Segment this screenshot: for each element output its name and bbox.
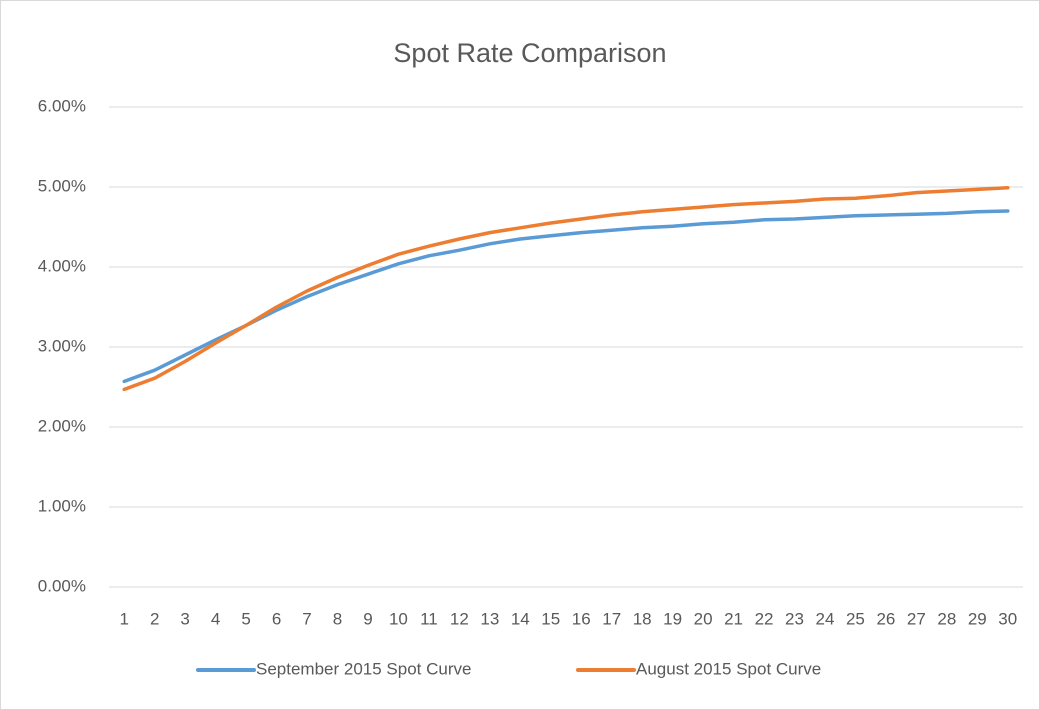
x-tick-label: 5 <box>241 609 250 628</box>
series-line <box>122 209 1010 384</box>
x-tick-label: 2 <box>150 609 159 628</box>
x-tick-label: 27 <box>907 609 926 628</box>
x-tick-label: 3 <box>180 609 189 628</box>
x-tick-label: 15 <box>541 609 560 628</box>
x-tick-label: 8 <box>333 609 342 628</box>
y-tick-label: 5.00% <box>38 176 86 195</box>
series-line <box>122 186 1010 392</box>
x-tick-label: 26 <box>876 609 895 628</box>
x-tick-label: 1 <box>119 609 128 628</box>
x-tick-label: 29 <box>968 609 987 628</box>
y-tick-label: 6.00% <box>38 96 86 115</box>
x-tick-label: 11 <box>420 609 438 628</box>
x-tick-label: 9 <box>363 609 372 628</box>
x-tick-label: 19 <box>663 609 682 628</box>
x-tick-label: 7 <box>302 609 311 628</box>
x-tick-label: 10 <box>389 609 408 628</box>
legend-label: August 2015 Spot Curve <box>636 659 821 678</box>
x-tick-label: 18 <box>633 609 652 628</box>
x-tick-label: 12 <box>450 609 469 628</box>
y-tick-label: 1.00% <box>38 496 86 515</box>
legend-label: September 2015 Spot Curve <box>256 659 471 678</box>
x-tick-label: 20 <box>694 609 713 628</box>
chart-title: Spot Rate Comparison <box>393 38 666 68</box>
x-tick-label: 25 <box>846 609 865 628</box>
y-tick-label: 2.00% <box>38 416 86 435</box>
y-tick-label: 3.00% <box>38 336 86 355</box>
x-tick-label: 22 <box>755 609 774 628</box>
x-tick-label: 6 <box>272 609 281 628</box>
y-tick-label: 0.00% <box>38 576 86 595</box>
x-tick-label: 24 <box>816 609 835 628</box>
x-tick-label: 14 <box>511 609 530 628</box>
x-tick-label: 13 <box>480 609 499 628</box>
y-tick-label: 4.00% <box>38 256 86 275</box>
x-tick-label: 30 <box>998 609 1017 628</box>
x-tick-label: 17 <box>602 609 621 628</box>
x-tick-label: 23 <box>785 609 804 628</box>
x-tick-label: 21 <box>724 609 743 628</box>
x-tick-label: 28 <box>937 609 956 628</box>
x-tick-label: 16 <box>572 609 591 628</box>
x-tick-label: 4 <box>211 609 220 628</box>
